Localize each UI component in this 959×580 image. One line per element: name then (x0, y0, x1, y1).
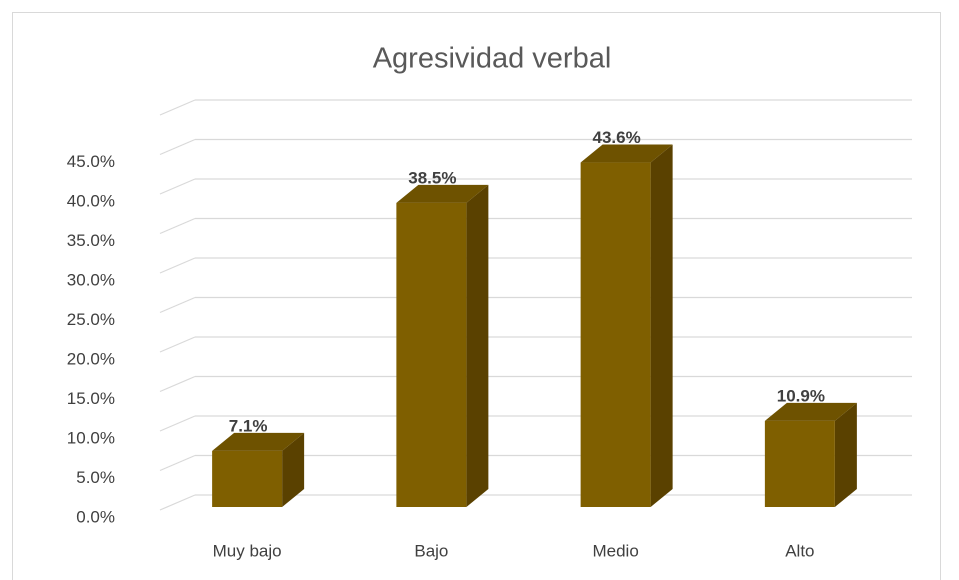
grid-line-side (159, 138, 196, 156)
value-label: 38.5% (408, 168, 456, 187)
y-tick-label: 5.0% (76, 468, 115, 487)
grid-line-side (159, 415, 196, 432)
grid-line-side (159, 375, 196, 393)
y-tick-label: 20.0% (67, 349, 115, 368)
y-tick-label: 15.0% (67, 389, 115, 408)
x-tick-label: Bajo (414, 541, 448, 560)
grid-line-side (159, 454, 196, 472)
x-tick-label: Muy bajo (213, 541, 282, 560)
bar (764, 420, 835, 507)
chart-title: Agresividad verbal (373, 43, 612, 75)
bar-side (282, 432, 305, 507)
y-tick-label: 35.0% (67, 231, 115, 250)
grid-line-side (159, 257, 196, 274)
grid-line-side (159, 494, 196, 511)
wall-top-side (159, 99, 196, 116)
bar (396, 202, 467, 507)
bar-side (466, 184, 489, 507)
y-tick-label: 25.0% (67, 310, 115, 329)
bar-top (764, 402, 857, 421)
y-tick-label: 0.0% (76, 507, 115, 526)
y-tick-label: 40.0% (67, 191, 115, 210)
x-tick-label: Alto (785, 541, 814, 560)
bar (580, 162, 651, 507)
value-label: 43.6% (593, 128, 641, 147)
y-tick-label: 10.0% (67, 428, 115, 447)
x-tick-label: Medio (592, 541, 638, 560)
bar-top (580, 144, 673, 163)
value-label: 10.9% (777, 386, 825, 405)
grid-line-side (159, 336, 196, 353)
y-tick-label: 45.0% (67, 152, 115, 171)
bar-side (834, 402, 857, 507)
bar-top (396, 184, 489, 203)
grid-line-side (159, 178, 196, 195)
bar-side (650, 144, 673, 507)
bar (212, 450, 283, 507)
y-tick-label: 30.0% (67, 270, 115, 289)
grid-line-side (159, 217, 196, 235)
grid-line-side (159, 296, 196, 314)
bar-top (212, 432, 305, 451)
value-label: 7.1% (229, 416, 268, 435)
